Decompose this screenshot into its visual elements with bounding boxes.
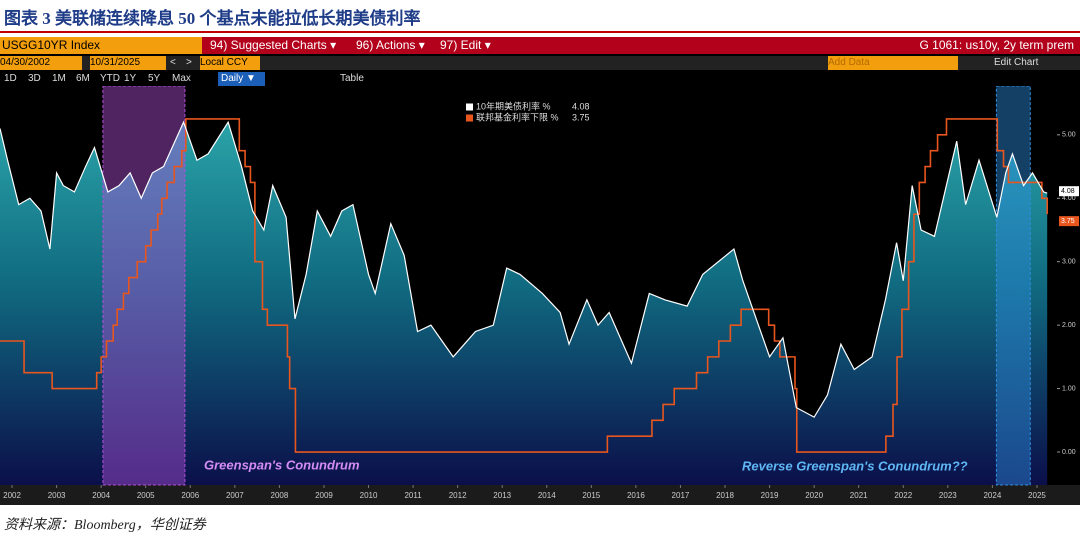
- range-button[interactable]: 5Y: [148, 73, 161, 84]
- chart: Greenspan's Conundrum Reverse Greenspan's…: [0, 86, 1080, 505]
- x-tick-label: 2016: [627, 491, 645, 500]
- legend-value: 4.08: [572, 101, 590, 111]
- x-tick-label: 2010: [360, 491, 378, 500]
- y-tick-label: 0.00: [1062, 449, 1076, 456]
- x-tick-label: 2019: [761, 491, 779, 500]
- x-tick-label: 2009: [315, 491, 333, 500]
- edit-chart[interactable]: Edit Chart: [994, 57, 1039, 68]
- legend-swatch: [466, 103, 473, 111]
- x-tick-label: 2025: [1028, 491, 1046, 500]
- range-button[interactable]: YTD: [100, 73, 120, 84]
- series-line: [0, 118, 1048, 453]
- menu[interactable]: 94) Suggested Charts ▾: [210, 38, 337, 52]
- legend-value: 3.75: [572, 112, 590, 122]
- x-axis-band: [0, 485, 1080, 505]
- annotation: Reverse Greenspan's Conundrum??: [742, 458, 968, 473]
- x-tick-label: 2007: [226, 491, 244, 500]
- series-line: [0, 120, 1048, 418]
- legend-swatch: [466, 114, 473, 122]
- x-tick-label: 2015: [582, 491, 600, 500]
- ticker[interactable]: USGG10YR Index: [0, 37, 202, 54]
- x-tick-label: 2006: [181, 491, 199, 500]
- shaded-period: [102, 86, 186, 486]
- add-data[interactable]: Add Data: [828, 56, 958, 70]
- x-tick-label: 2004: [92, 491, 110, 500]
- x-tick-label: 2003: [48, 491, 66, 500]
- x-tick-label: 2024: [983, 491, 1001, 500]
- currency[interactable]: Local CCY: [200, 56, 260, 70]
- chart-name: G 1061: us10y, 2y term prem: [919, 38, 1074, 52]
- menu[interactable]: 96) Actions ▾: [356, 38, 425, 52]
- x-tick-label: 2012: [449, 491, 467, 500]
- x-tick-label: 2023: [939, 491, 957, 500]
- x-tick-label: 2014: [538, 491, 556, 500]
- source-note: 资料来源：Bloomberg，华创证券: [4, 518, 206, 533]
- x-tick-label: 2008: [271, 491, 289, 500]
- x-tick-label: 2002: [3, 491, 21, 500]
- report-title: 图表 3 美联储连续降息 50 个基点未能拉低长期美债利率: [4, 9, 421, 28]
- shaded-period: [995, 86, 1031, 486]
- last-value: 3.75: [1061, 218, 1075, 225]
- range-button[interactable]: 3D: [28, 73, 41, 84]
- table-button[interactable]: Table: [340, 73, 364, 84]
- area: [0, 122, 1048, 485]
- date-bar: [0, 56, 1080, 70]
- y-tick-label: 3.00: [1062, 259, 1076, 266]
- range-button[interactable]: 1M: [52, 73, 66, 84]
- range-button[interactable]: Max: [172, 73, 191, 84]
- last-value-tag: [1059, 186, 1079, 197]
- legend-label: 联邦基金利率下限 %: [476, 111, 559, 122]
- range-button[interactable]: 1D: [4, 73, 17, 84]
- x-tick-label: 2013: [493, 491, 511, 500]
- menu-bar: [0, 37, 1080, 54]
- legend-label: 10年期美债利率 %: [476, 100, 551, 111]
- y-tick-label: 2.00: [1062, 322, 1076, 329]
- end-date[interactable]: 10/31/2025: [90, 56, 166, 70]
- y-tick-label: 1.00: [1062, 385, 1076, 392]
- last-value-tag: [1059, 216, 1079, 227]
- x-tick-label: 2021: [850, 491, 868, 500]
- menu[interactable]: 97) Edit ▾: [440, 38, 491, 52]
- y-tick-label: 4.00: [1062, 195, 1076, 202]
- nav-button[interactable]: <: [170, 57, 176, 68]
- x-tick-label: 2017: [672, 491, 690, 500]
- x-tick-label: 2005: [137, 491, 155, 500]
- range-button[interactable]: 1Y: [124, 73, 137, 84]
- x-tick-label: 2022: [894, 491, 912, 500]
- frequency[interactable]: Daily ▼: [218, 72, 265, 86]
- x-tick-label: 2011: [404, 491, 422, 500]
- title-rule: [0, 31, 1080, 33]
- nav-button[interactable]: >: [186, 57, 192, 68]
- x-tick-label: 2020: [805, 491, 823, 500]
- annotation: Greenspan's Conundrum: [204, 457, 360, 472]
- last-value: 4.08: [1061, 188, 1075, 195]
- range-button[interactable]: 6M: [76, 73, 90, 84]
- x-tick-label: 2018: [716, 491, 734, 500]
- start-date[interactable]: 04/30/2002: [0, 56, 82, 70]
- y-tick-label: 5.00: [1062, 132, 1076, 139]
